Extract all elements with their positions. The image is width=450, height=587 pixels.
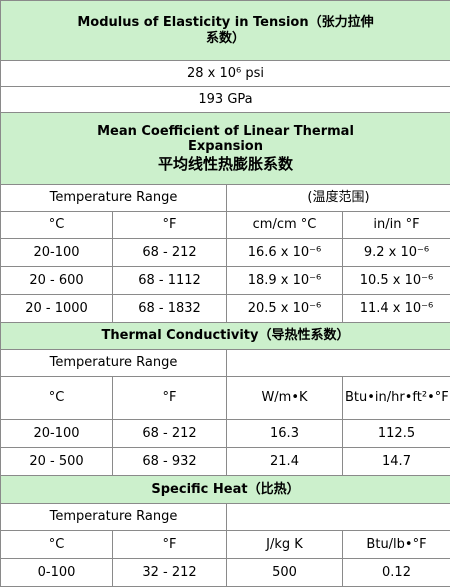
expansion-cell-cm: 18.9 x 10⁻⁶ (227, 267, 343, 295)
specific-heat-cell-c: 0-100 (1, 559, 113, 587)
conductivity-range-empty (227, 350, 450, 377)
specific-heat-cell-imp: 0.12 (343, 559, 450, 587)
expansion-col-f: °F (113, 212, 227, 239)
specific-heat-range-row: Temperature Range (1, 504, 450, 531)
conductivity-cell-imp: 14.7 (343, 448, 450, 476)
expansion-title-line2: Expansion (188, 139, 263, 154)
expansion-title: Mean Coefficient of Linear Thermal Expan… (1, 113, 450, 185)
conductivity-cell-si: 16.3 (227, 420, 343, 448)
modulus-psi-value: 28 x 10⁶ psi (1, 61, 450, 87)
specific-heat-header-row: Specific Heat（比热） (1, 476, 450, 504)
modulus-gpa-value: 193 GPa (1, 87, 450, 113)
expansion-colhead-row: °C °F cm/cm °C in/in °F (1, 212, 450, 239)
conductivity-col-si: W/m•K (227, 377, 343, 420)
specific-heat-col-si: J/kg K (227, 531, 343, 559)
modulus-title-line1: Modulus of Elasticity in Tension（张力拉伸 (77, 15, 373, 30)
expansion-col-cm: cm/cm °C (227, 212, 343, 239)
specific-heat-range-empty (227, 504, 450, 531)
conductivity-cell-imp: 112.5 (343, 420, 450, 448)
expansion-header-row: Mean Coefficient of Linear Thermal Expan… (1, 113, 450, 185)
conductivity-cell-c: 20 - 500 (1, 448, 113, 476)
specific-heat-col-f: °F (113, 531, 227, 559)
specific-heat-col-c: °C (1, 531, 113, 559)
expansion-col-in: in/in °F (343, 212, 450, 239)
expansion-temp-range-cn: (温度范围) (227, 185, 450, 212)
specific-heat-title: Specific Heat（比热） (1, 476, 450, 504)
modulus-gpa-row: 193 GPa (1, 87, 450, 113)
conductivity-col-f: °F (113, 377, 227, 420)
modulus-header-row: Modulus of Elasticity in Tension（张力拉伸 系数… (1, 1, 450, 61)
expansion-cell-f: 68 - 1832 (113, 295, 227, 323)
expansion-cell-c: 20 - 600 (1, 267, 113, 295)
expansion-cell-in: 11.4 x 10⁻⁶ (343, 295, 450, 323)
expansion-cell-f: 68 - 212 (113, 239, 227, 267)
conductivity-range-row: Temperature Range (1, 350, 450, 377)
modulus-psi-row: 28 x 10⁶ psi (1, 61, 450, 87)
conductivity-cell-si: 21.4 (227, 448, 343, 476)
conductivity-col-imp: Btu•in/hr•ft²•°F (343, 377, 450, 420)
table-row: 20 - 1000 68 - 1832 20.5 x 10⁻⁶ 11.4 x 1… (1, 295, 450, 323)
specific-heat-colhead-row: °C °F J/kg K Btu/lb•°F (1, 531, 450, 559)
expansion-cell-cm: 16.6 x 10⁻⁶ (227, 239, 343, 267)
modulus-title-line2: 系数） (206, 31, 245, 46)
expansion-cell-f: 68 - 1112 (113, 267, 227, 295)
conductivity-cell-f: 68 - 212 (113, 420, 227, 448)
conductivity-col-c: °C (1, 377, 113, 420)
expansion-cell-c: 20 - 1000 (1, 295, 113, 323)
table-row: 0-100 32 - 212 500 0.12 (1, 559, 450, 587)
conductivity-temp-range-label: Temperature Range (1, 350, 227, 377)
table-row: 20-100 68 - 212 16.3 112.5 (1, 420, 450, 448)
conductivity-title: Thermal Conductivity（导热性系数） (1, 323, 450, 350)
expansion-cell-c: 20-100 (1, 239, 113, 267)
conductivity-cell-f: 68 - 932 (113, 448, 227, 476)
conductivity-header-row: Thermal Conductivity（导热性系数） (1, 323, 450, 350)
specific-heat-cell-f: 32 - 212 (113, 559, 227, 587)
table-row: 20-100 68 - 212 16.6 x 10⁻⁶ 9.2 x 10⁻⁶ (1, 239, 450, 267)
table-row: 20 - 500 68 - 932 21.4 14.7 (1, 448, 450, 476)
expansion-cell-cm: 20.5 x 10⁻⁶ (227, 295, 343, 323)
conductivity-colhead-row: °C °F W/m•K Btu•in/hr•ft²•°F (1, 377, 450, 420)
expansion-title-line1: Mean Coefficient of Linear Thermal (97, 124, 354, 139)
expansion-col-c: °C (1, 212, 113, 239)
specific-heat-temp-range-label: Temperature Range (1, 504, 227, 531)
expansion-title-cn: 平均线性热膨胀系数 (158, 155, 293, 173)
expansion-range-row: Temperature Range (温度范围) (1, 185, 450, 212)
expansion-temp-range-label: Temperature Range (1, 185, 227, 212)
table-row: 20 - 600 68 - 1112 18.9 x 10⁻⁶ 10.5 x 10… (1, 267, 450, 295)
conductivity-cell-c: 20-100 (1, 420, 113, 448)
expansion-cell-in: 9.2 x 10⁻⁶ (343, 239, 450, 267)
modulus-title: Modulus of Elasticity in Tension（张力拉伸 系数… (1, 1, 450, 61)
expansion-cell-in: 10.5 x 10⁻⁶ (343, 267, 450, 295)
specific-heat-col-imp: Btu/lb•°F (343, 531, 450, 559)
specific-heat-cell-si: 500 (227, 559, 343, 587)
